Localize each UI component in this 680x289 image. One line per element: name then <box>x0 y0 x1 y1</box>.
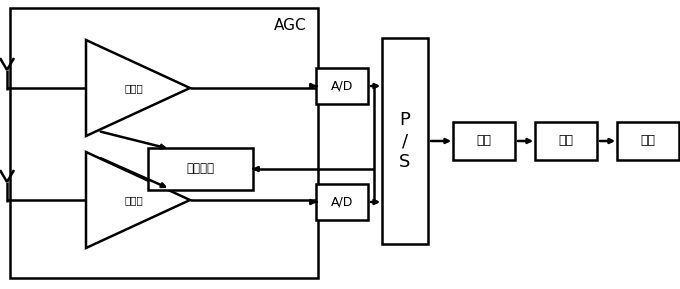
Polygon shape <box>86 152 190 248</box>
Text: 解码: 解码 <box>558 134 573 147</box>
Bar <box>10 8 318 278</box>
Text: 输出: 输出 <box>641 134 656 147</box>
Bar <box>617 122 679 160</box>
Text: A/D: A/D <box>330 195 353 208</box>
Text: 放大器: 放大器 <box>124 83 143 93</box>
Bar <box>316 184 368 220</box>
Text: P
/
S: P / S <box>399 111 411 171</box>
Polygon shape <box>86 40 190 136</box>
Bar <box>535 122 597 160</box>
Bar <box>382 38 428 244</box>
Text: 增益控制: 增益控制 <box>186 162 214 175</box>
Bar <box>453 122 515 160</box>
Text: 解调: 解调 <box>477 134 492 147</box>
Text: A/D: A/D <box>330 79 353 92</box>
Text: 放大器: 放大器 <box>124 195 143 205</box>
Bar <box>148 148 253 190</box>
Text: AGC: AGC <box>273 18 306 34</box>
Bar <box>316 68 368 104</box>
